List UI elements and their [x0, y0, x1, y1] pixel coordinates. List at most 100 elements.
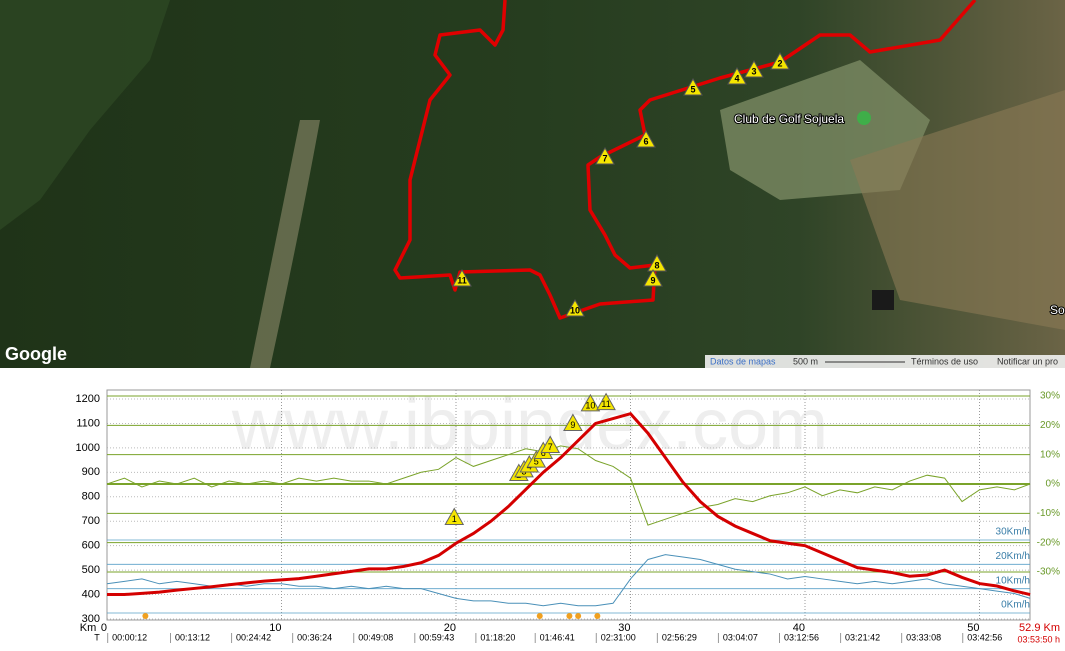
y3-tick-label: 10Km/h — [996, 575, 1030, 586]
stop-marker — [566, 613, 573, 619]
stop-marker — [142, 613, 149, 619]
time-tick-label: 00:13:12 — [175, 632, 210, 642]
waypoint-marker — [636, 129, 656, 148]
time-tick-label: 03:33:08 — [906, 632, 941, 642]
waypoint-label: 2 — [777, 58, 782, 68]
y2-tick-label: 10% — [1040, 449, 1060, 460]
series-line — [106, 554, 1031, 607]
time-tick-label: 01:46:41 — [540, 632, 575, 642]
y2-tick-label: 0% — [1046, 479, 1061, 490]
y-tick-label: 300 — [82, 613, 100, 625]
time-tick-label: 03:21:42 — [845, 632, 880, 642]
x-tick-label: 30 — [618, 622, 630, 634]
y-tick-label: 500 — [82, 564, 100, 576]
terms-link[interactable]: Términos de uso — [911, 356, 978, 366]
y2-tick-label: 30% — [1040, 391, 1060, 402]
y-tick-label: 800 — [82, 491, 100, 503]
time-tick-label: 03:42:56 — [967, 632, 1002, 642]
time-tick-label: 00:59:43 — [419, 632, 454, 642]
y2-tick-label: -30% — [1037, 567, 1060, 578]
stop-marker — [536, 613, 543, 619]
map-scale: 500 m — [793, 356, 818, 366]
stop-marker — [594, 613, 601, 619]
x-tick-label: 10 — [269, 622, 281, 634]
x-tick-label: 50 — [967, 622, 979, 634]
waypoint-label: 10 — [585, 400, 595, 410]
fields — [850, 90, 1065, 330]
river-bed — [250, 120, 320, 368]
time-tick-label: 00:49:08 — [358, 632, 393, 642]
place-label: Club de Golf Sojuela — [734, 112, 844, 126]
waypoint-label: 6 — [643, 136, 648, 146]
y-tick-label: 1200 — [76, 393, 100, 405]
x-axis-label: Km — [80, 622, 97, 634]
stop-marker — [575, 613, 582, 619]
waypoint-marker — [452, 268, 472, 287]
waypoint-marker — [683, 77, 703, 96]
waypoint-label: 7 — [548, 442, 553, 452]
waypoint-marker — [580, 393, 601, 412]
time-tick-label: 03:04:07 — [723, 632, 758, 642]
y-tick-label: 1000 — [76, 442, 100, 454]
waypoint-marker — [444, 507, 465, 526]
time-tick-label: 02:31:00 — [601, 632, 636, 642]
waypoint-label: 5 — [690, 84, 695, 94]
y-tick-label: 600 — [82, 540, 100, 552]
report-link[interactable]: Notificar un pro — [997, 356, 1058, 366]
time-axis-label: T — [94, 632, 100, 642]
x-tick-label: 0 — [101, 622, 107, 634]
waypoint-marker — [540, 435, 561, 453]
waypoint-label: 9 — [570, 420, 575, 430]
waypoint-marker — [744, 59, 764, 78]
waypoint-marker — [563, 413, 583, 431]
y3-tick-label: 30Km/h — [996, 527, 1030, 538]
time-tick-label: 03:12:56 — [784, 632, 819, 642]
y-tick-label: 400 — [82, 588, 100, 600]
waypoint-marker — [596, 392, 616, 411]
map: Club de Golf Sojuela So Google Datos de … — [0, 0, 1065, 368]
place-label: So — [1050, 303, 1065, 317]
y-tick-label: 900 — [82, 466, 100, 478]
time-tick-label: 02:56:29 — [662, 632, 697, 642]
y2-tick-label: -20% — [1037, 537, 1060, 548]
waypoint-marker — [727, 66, 747, 85]
x-tick-label: 20 — [444, 622, 456, 634]
time-tick-label: 00:00:12 — [112, 632, 147, 642]
waypoint-marker — [526, 450, 547, 468]
y-tick-label: 700 — [82, 515, 100, 527]
time-tick-label: 00:36:24 — [297, 632, 332, 642]
pond — [872, 290, 894, 310]
waypoint-marker — [647, 253, 667, 272]
time-tick-label: 01:18:20 — [480, 632, 515, 642]
waypoint-label: 9 — [650, 275, 655, 285]
waypoint-label: 7 — [602, 153, 607, 163]
y-tick-label: 1100 — [76, 417, 100, 429]
waypoint-label: 10 — [570, 305, 580, 315]
waypoint-label: 8 — [654, 260, 659, 270]
terrain — [0, 0, 170, 230]
total-distance: 52.9 Km — [1019, 622, 1060, 634]
golf-pin — [857, 111, 871, 125]
waypoint-label: 11 — [457, 275, 467, 285]
waypoint-marker — [643, 268, 663, 287]
total-time: 03:53:50 h — [1017, 634, 1060, 644]
google-logo: Google — [5, 344, 67, 364]
waypoint-marker — [595, 146, 615, 165]
waypoint-label: 1 — [452, 514, 457, 524]
x-tick-label: 40 — [793, 622, 805, 634]
waypoint-marker — [770, 51, 790, 70]
y2-tick-label: 20% — [1040, 420, 1060, 431]
map-data-link[interactable]: Datos de mapas — [710, 356, 776, 366]
waypoint-label: 3 — [751, 66, 756, 76]
waypoint-marker — [565, 298, 585, 317]
y3-tick-label: 20Km/h — [996, 551, 1030, 562]
y3-tick-label: 0Km/h — [1001, 600, 1030, 611]
series-line — [107, 411, 1031, 597]
chart: www.ibpindex.com Km T 52.9 Km 03:53:50 h… — [76, 385, 1061, 644]
y2-tick-label: -10% — [1037, 508, 1060, 519]
waypoint-label: 5 — [534, 456, 539, 466]
waypoint-label: 4 — [734, 73, 739, 83]
waypoint-label: 11 — [601, 399, 610, 409]
time-tick-label: 00:24:42 — [236, 632, 271, 642]
